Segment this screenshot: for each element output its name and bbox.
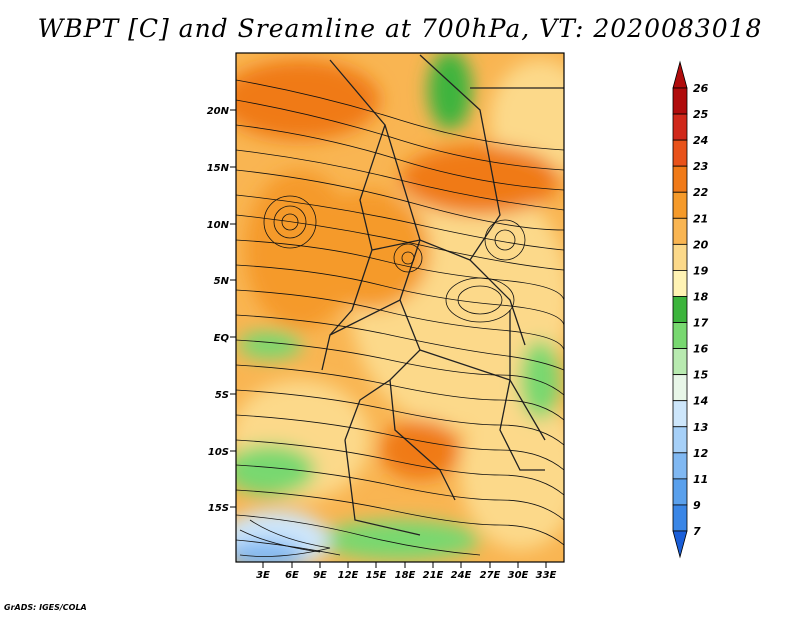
- colorbar-label: 22: [693, 186, 709, 199]
- wbpt-shading: [236, 53, 564, 562]
- colorbar-label: 9: [693, 499, 701, 512]
- lon-label-12e: 12E: [338, 570, 359, 581]
- colorbar-label: 25: [693, 108, 709, 121]
- colorbar-swatch: [672, 191, 688, 219]
- colorbar-arrow-bottom: [672, 530, 688, 559]
- colorbar-swatch: [672, 504, 688, 532]
- colorbar-label: 17: [693, 317, 709, 330]
- map-title: WBPT [C] and Sreamline at 700hPa, VT: 20…: [37, 14, 763, 43]
- latitude-axis: [230, 109, 236, 508]
- lon-label-30e: 30E: [508, 570, 529, 581]
- colorbar-swatch: [672, 322, 688, 349]
- lat-label-eq: EQ: [214, 333, 230, 344]
- longitude-axis: [262, 562, 547, 568]
- colorbar-swatch: [672, 165, 688, 193]
- colorbar-swatch: [672, 374, 688, 402]
- colorbar-swatch: [672, 348, 688, 376]
- colorbar-label: 19: [693, 264, 709, 277]
- colorbar-swatch: [672, 87, 688, 115]
- colorbar-swatch: [672, 426, 688, 454]
- lon-label-3e: 3E: [256, 570, 270, 581]
- colorbar-label: 20: [693, 238, 709, 251]
- lon-label-24e: 24E: [451, 570, 472, 581]
- colorbar-label: 13: [693, 421, 709, 434]
- colorbar-label: 18: [693, 290, 709, 303]
- lon-label-15e: 15E: [366, 570, 387, 581]
- colorbar-label: 7: [693, 525, 701, 538]
- colorbar-arrow-top: [672, 60, 688, 89]
- lat-label-15s: 15S: [208, 503, 229, 514]
- colorbar-label: 24: [693, 134, 708, 147]
- lon-label-27e: 27E: [480, 570, 501, 581]
- lat-label-20n: 20N: [207, 106, 230, 117]
- lat-label-15n: 15N: [207, 163, 230, 174]
- colorbar-label: 15: [693, 369, 709, 382]
- colorbar-swatch: [672, 270, 688, 297]
- colorbar-label: 26: [693, 82, 709, 95]
- credit-text: GrADS: IGES/COLA: [4, 603, 87, 612]
- lat-label-10s: 10S: [208, 447, 229, 458]
- lon-label-9e: 9E: [313, 570, 327, 581]
- colorbar-label: 16: [693, 343, 709, 356]
- colorbar-swatch: [672, 113, 688, 141]
- colorbar-swatch: [672, 217, 688, 245]
- colorbar-label: 12: [693, 447, 709, 460]
- colorbar-swatch: [672, 139, 688, 167]
- colorbar-swatch: [672, 478, 688, 506]
- lat-label-5s: 5S: [215, 390, 229, 401]
- colorbar-swatch: [672, 243, 688, 271]
- lon-label-33e: 33E: [536, 570, 557, 581]
- lon-label-21e: 21E: [423, 570, 444, 581]
- colorbar-swatch: [672, 400, 688, 428]
- colorbar-label: 14: [693, 395, 708, 408]
- colorbar: 7 9 11 12 13 14 15 16 17 18 19 20 21 22 23 24 25 26: [672, 60, 709, 559]
- lat-label-10n: 10N: [207, 220, 230, 231]
- lon-label-6e: 6E: [285, 570, 299, 581]
- colorbar-label: 11: [693, 473, 708, 486]
- colorbar-swatch: [672, 296, 688, 323]
- lon-label-18e: 18E: [395, 570, 416, 581]
- colorbar-label: 23: [693, 160, 709, 173]
- streamlines: [236, 79, 564, 557]
- lat-label-5n: 5N: [214, 276, 230, 287]
- colorbar-label: 21: [693, 212, 708, 225]
- colorbar-swatch: [672, 452, 688, 480]
- map-frame: [235, 52, 565, 563]
